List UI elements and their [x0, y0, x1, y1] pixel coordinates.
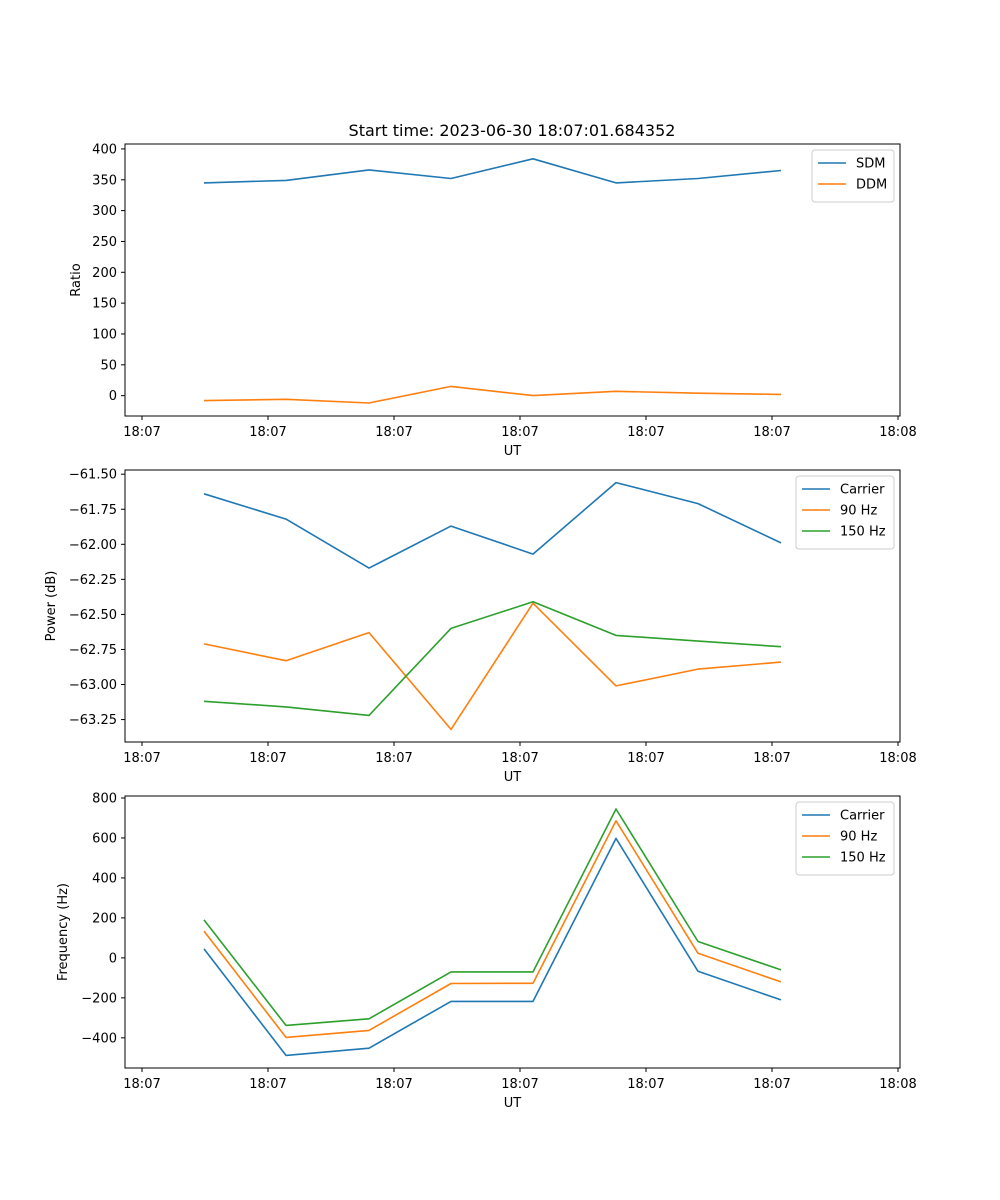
legend-label: Carrier [840, 809, 885, 824]
y-axis-label: Ratio [69, 263, 84, 296]
legend: Carrier 90 Hz 150 Hz [795, 475, 895, 550]
x-tick-label: 18:07 [375, 425, 412, 440]
y-axis-label: Power (dB) [44, 571, 59, 642]
y-tick-label: −62.75 [69, 643, 117, 658]
series-line-90-hz [203, 819, 782, 1039]
x-tick-label: 18:07 [753, 751, 790, 766]
series-line-sdm [203, 158, 782, 184]
x-tick-label: 18:07 [501, 425, 538, 440]
legend: Carrier 90 Hz 150 Hz [795, 801, 895, 876]
x-tick-label: 18:07 [249, 751, 286, 766]
y-tick-label: −400 [81, 1031, 117, 1046]
legend-label: 150 Hz [840, 525, 886, 540]
y-tick-label: 400 [92, 871, 117, 886]
y-tick-label: 400 [92, 142, 117, 157]
y-tick-label: 150 [92, 297, 117, 312]
x-axis-label: UT [504, 770, 522, 785]
y-axis-label: Frequency (Hz) [56, 883, 71, 981]
y-tick-label: −63.25 [69, 713, 117, 728]
series-line-150-hz [203, 600, 782, 717]
plots: 18:07 18:07 18:07 18:07 18:07 18:07 18:08 0 50 10… [44, 142, 917, 1111]
y-tick-label: 200 [92, 911, 117, 926]
y-tick-label: 50 [100, 358, 117, 373]
series-line-ddm [203, 385, 782, 404]
x-tick-label: 18:07 [123, 1077, 160, 1092]
x-tick-label: 18:07 [123, 751, 160, 766]
x-tick-label: 18:07 [375, 751, 412, 766]
legend-label: DDM [856, 178, 887, 193]
x-tick-label: 18:07 [123, 425, 160, 440]
x-tick-label: 18:07 [753, 1077, 790, 1092]
y-tick-label: −61.50 [69, 468, 117, 483]
chart-panel-2: 18:07 18:07 18:07 18:07 18:07 18:07 18:08 −61.5… [44, 468, 917, 785]
y-tick-label: 250 [92, 235, 117, 250]
series-line-carrier [203, 481, 782, 569]
y-tick-label: 600 [92, 831, 117, 846]
y-tick-label: 800 [92, 791, 117, 806]
axes-frame [124, 795, 901, 1069]
y-tick-label: −62.50 [69, 608, 117, 623]
x-tick-label: 18:07 [249, 1077, 286, 1092]
legend-label: Carrier [840, 483, 885, 498]
legend-label: 90 Hz [840, 504, 877, 519]
legend-label: 150 Hz [840, 851, 886, 866]
y-tick-label: −200 [81, 991, 117, 1006]
x-tick-label: 18:07 [501, 1077, 538, 1092]
y-tick-label: −63.00 [69, 678, 117, 693]
x-axis-label: UT [504, 1096, 522, 1111]
chart-panel-1: 18:07 18:07 18:07 18:07 18:07 18:07 18:08 0 50 10… [69, 142, 917, 459]
chart-title: Start time: 2023-06-30 18:07:01.684352 [349, 121, 676, 140]
x-tick-label: 18:07 [627, 751, 664, 766]
x-tick-label: 18:07 [627, 425, 664, 440]
axes-frame [124, 469, 901, 743]
legend-label: 90 Hz [840, 830, 877, 845]
series-line-carrier [203, 837, 782, 1057]
y-tick-label: 0 [109, 389, 117, 404]
y-tick-label: 300 [92, 204, 117, 219]
x-tick-label: 18:07 [249, 425, 286, 440]
legend: SDM DDM [811, 149, 895, 203]
y-tick-label: 350 [92, 173, 117, 188]
x-tick-label: 18:08 [879, 1077, 916, 1092]
x-tick-label: 18:07 [375, 1077, 412, 1092]
y-tick-label: −62.00 [69, 538, 117, 553]
x-tick-label: 18:07 [627, 1077, 664, 1092]
x-axis-label: UT [504, 444, 522, 459]
x-tick-label: 18:07 [501, 751, 538, 766]
y-tick-label: −61.75 [69, 503, 117, 518]
x-tick-label: 18:07 [753, 425, 790, 440]
y-tick-label: 0 [109, 951, 117, 966]
chart-panel-3: 18:07 18:07 18:07 18:07 18:07 18:07 18:08 −400 −… [56, 791, 917, 1111]
series-line-150-hz [203, 808, 782, 1027]
series-line-90-hz [203, 602, 782, 731]
x-tick-label: 18:08 [879, 751, 916, 766]
y-tick-label: −62.25 [69, 573, 117, 588]
legend-label: SDM [856, 157, 885, 172]
y-tick-label: 100 [92, 327, 117, 342]
x-tick-label: 18:08 [879, 425, 916, 440]
y-tick-label: 200 [92, 266, 117, 281]
axes-frame [124, 143, 901, 417]
